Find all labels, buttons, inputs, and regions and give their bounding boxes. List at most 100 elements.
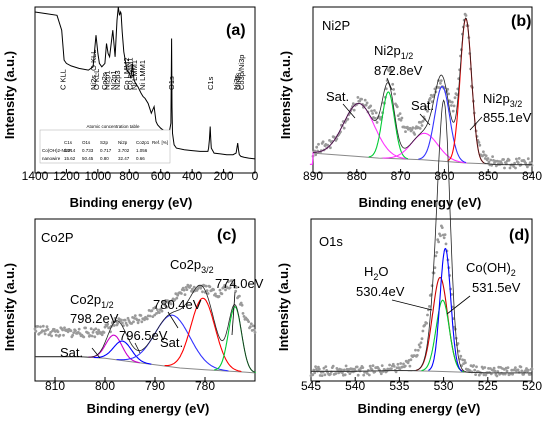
panel-c-data-point — [252, 328, 256, 332]
panel-b-data-point — [420, 124, 424, 127]
survey-peak-label: Co2s — [100, 72, 109, 90]
panel-c-data-point — [90, 334, 94, 338]
panel-c-data-point — [56, 330, 60, 334]
table-cell-1-4: 32.47 — [118, 156, 130, 161]
table-header-2: O1s — [82, 140, 91, 145]
panel-c-data-point — [196, 287, 200, 291]
panel-b-data-point — [425, 105, 428, 109]
panel-d-data-point — [439, 234, 442, 238]
annotation-leader-line — [134, 342, 141, 354]
panel-b-data-point — [398, 112, 402, 115]
panel-b-data-point — [494, 164, 498, 168]
panel-c-data-point — [46, 328, 50, 331]
panel-d-data-point — [392, 364, 396, 368]
survey-peak-label: Ni LMM1 — [130, 60, 139, 90]
panel-c-data-point — [154, 305, 158, 309]
panel-b-ylabel: Intensity (a.u.) — [278, 51, 293, 139]
panel-d-data-point — [503, 372, 507, 376]
panel-c-data-point — [173, 298, 177, 301]
panel-b-data-point — [390, 70, 394, 74]
panel-c-data-point — [33, 327, 37, 331]
panel-c-data-point — [100, 333, 104, 337]
panel-b-data-point — [411, 126, 415, 129]
panel-c-data-point — [136, 321, 140, 325]
panel-d-data-point — [322, 366, 326, 370]
b-ni2p12-value: 872.8eV — [374, 63, 423, 78]
panel-c-data-point — [165, 305, 169, 309]
panel-d-data-point — [399, 362, 403, 365]
panel-d-xtick-label: 545 — [301, 379, 321, 393]
panel-d-data-point — [420, 337, 424, 341]
survey-peak-label: Ni2p3 — [113, 70, 122, 90]
panel-c-data-point — [223, 284, 227, 287]
panel-d-data-point — [406, 361, 410, 365]
panel-d-letter: (d) — [509, 227, 529, 244]
panel-d-data-point — [493, 369, 497, 373]
b-sat-label-1: Sat. — [326, 89, 349, 104]
panel-c-data-point — [50, 334, 53, 338]
panel-b-data-point — [451, 109, 455, 113]
panel-c-data-point — [124, 321, 128, 325]
panel-c-data-point — [212, 288, 216, 292]
panel-d-xtick-label: 525 — [478, 379, 498, 393]
panel-b-background-line — [312, 152, 498, 166]
panel-b-data-point — [363, 98, 367, 102]
panel-c-data-point — [148, 314, 152, 318]
survey-peak-label: O1s — [167, 76, 176, 90]
panel-d-data-point — [475, 365, 478, 369]
panel-d-frame — [310, 218, 533, 382]
panel-b-data-point — [418, 126, 422, 130]
panel-d-ylabel: Intensity (a.u.) — [276, 263, 291, 351]
panel-d-data-point — [516, 368, 520, 372]
panel-c-data-point — [82, 335, 86, 339]
panel-b-data-point — [453, 96, 457, 100]
survey-peak-label: Ni2p1 — [103, 70, 112, 90]
panel-c-data-point — [89, 327, 93, 331]
panel-b-data-point — [375, 121, 379, 124]
panel-d-envelope — [311, 99, 532, 374]
panel-b-data-point — [370, 109, 373, 113]
panel-d-data-point — [361, 366, 365, 369]
panel-d-data-point — [329, 372, 332, 376]
panel-b-ni2p: (b) Ni2P Binding energy (eV) Intensity (a.u… — [278, 6, 542, 210]
panel-d-data-point — [428, 305, 431, 308]
panel-d-data-point — [355, 365, 359, 369]
panel-c-data-point — [159, 307, 163, 310]
panel-c-data-point — [230, 279, 234, 282]
panel-c-data-point — [140, 320, 144, 324]
panel-d-data-point — [366, 372, 369, 375]
panel-d-data-point — [514, 366, 517, 370]
panel-c-data-point — [218, 288, 222, 292]
panel-d-data-point — [522, 372, 526, 376]
panel-b-data-point — [455, 93, 459, 97]
panel-c-data-point — [224, 288, 227, 292]
panel-b-data-point — [315, 145, 319, 149]
survey-peak-label: Co3p/Ni3p — [237, 55, 246, 90]
panel-c-data-point — [157, 311, 161, 314]
panel-a-xtick-label: 1200 — [53, 169, 80, 183]
panel-b-data-point — [328, 139, 331, 142]
panel-b-data-point — [424, 108, 428, 111]
panel-c-data-point — [43, 332, 47, 336]
panel-d-data-point — [418, 345, 422, 349]
panel-d-data-point — [483, 366, 487, 369]
panel-d-data-point — [528, 373, 532, 376]
table-header-5: Co2p1 — [136, 140, 150, 145]
panel-b-xtick-label: 840 — [522, 169, 542, 183]
panel-b-data-point — [392, 88, 395, 91]
table-cell-0-2: 0.733 — [82, 148, 94, 153]
panel-d-data-point — [506, 366, 510, 369]
c-co2p32-label: Co2p3/2 — [170, 257, 214, 275]
b-ni2p32-label: Ni2p3/2 — [483, 91, 522, 109]
panel-c-background-line — [35, 356, 256, 374]
panel-d-data-point — [370, 368, 374, 372]
panel-d-data-point — [323, 373, 327, 377]
panel-d-data-point — [436, 238, 440, 242]
panel-c-data-point — [160, 309, 164, 313]
panel-b-data-point — [346, 117, 350, 121]
panel-b-data-point — [314, 153, 318, 157]
panel-d-data-point — [526, 368, 530, 372]
panel-d-data-point — [423, 323, 427, 327]
table-cell-0-3: 0.717 — [100, 148, 112, 153]
panel-c-data-point — [130, 322, 134, 325]
